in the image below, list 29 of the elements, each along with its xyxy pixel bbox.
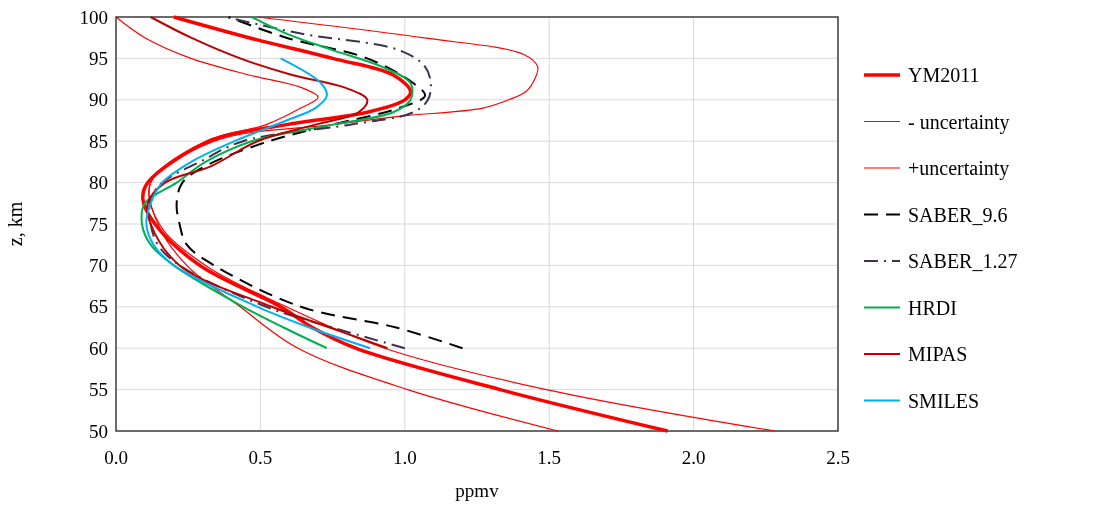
x-tick-label: 1.0 — [392, 447, 417, 468]
legend-label: SABER_1.27 — [908, 250, 1018, 272]
y-tick-label: 60 — [89, 337, 108, 359]
legend-label: SABER_9.6 — [908, 203, 1008, 226]
y-tick-label: 65 — [89, 296, 108, 318]
y-tick-label: 75 — [89, 213, 108, 235]
y-tick-label: 70 — [89, 255, 108, 277]
y-tick-label: 50 — [89, 420, 108, 442]
y-tick-label: 80 — [89, 172, 108, 194]
line-series — [145, 57, 372, 350]
y-tick-label: 90 — [89, 89, 108, 111]
x-tick-label: 0.5 — [248, 447, 273, 468]
legend-label: +uncertainty — [908, 157, 1010, 180]
legend-label: YM2011 — [908, 64, 980, 86]
y-tick-label: 95 — [89, 48, 108, 70]
legend-label: MIPAS — [908, 343, 968, 365]
y-axis-title: z, km — [4, 201, 26, 247]
line-series — [175, 16, 464, 350]
x-axis-title: ppmv — [455, 480, 500, 501]
legend-label: - uncertainty — [908, 110, 1010, 134]
x-tick-label: 1.5 — [537, 447, 562, 468]
x-tick-label: 2.5 — [826, 447, 850, 468]
y-tick-label: 100 — [79, 6, 108, 28]
y-tick-label: 85 — [89, 130, 108, 152]
legend-label: HRDI — [908, 296, 957, 319]
y-tick-label: 55 — [89, 379, 108, 401]
legend-label: SMILES — [908, 389, 980, 412]
x-tick-label: 2.0 — [681, 447, 706, 468]
x-tick-label: 0.0 — [104, 447, 128, 468]
